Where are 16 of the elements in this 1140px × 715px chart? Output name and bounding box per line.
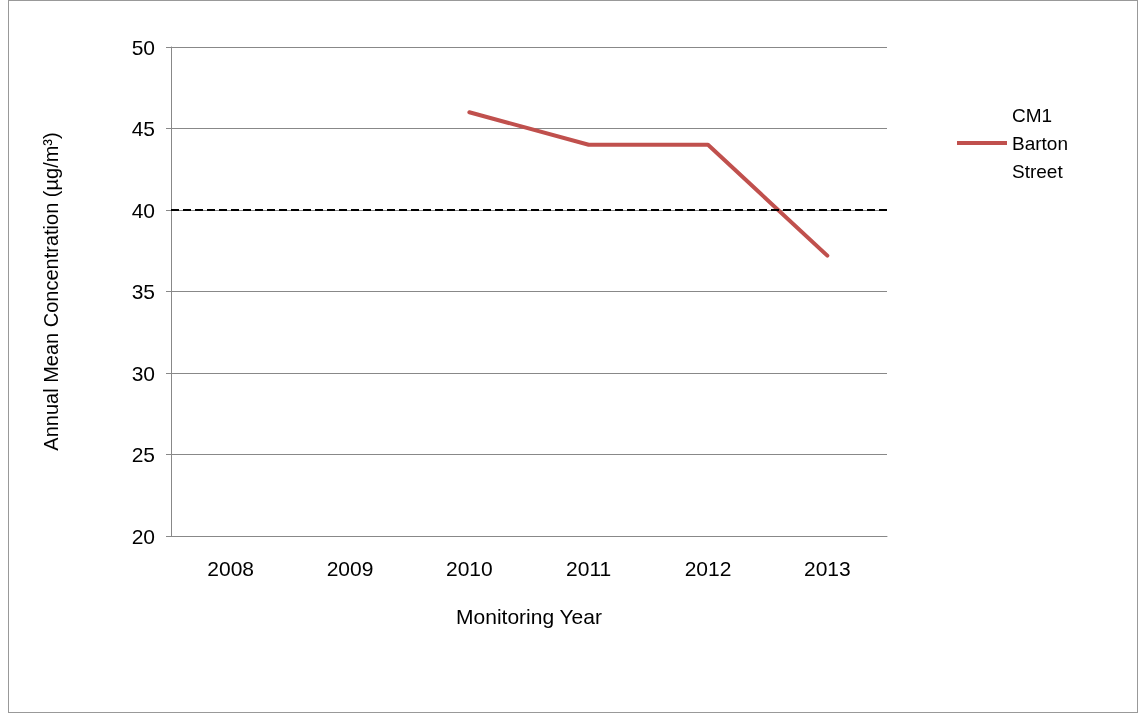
y-tick-label: 25 xyxy=(131,443,155,466)
x-tick-label: 2009 xyxy=(326,557,374,580)
legend-label: CM1 Barton Street xyxy=(1012,104,1074,182)
y-tick-label: 50 xyxy=(131,35,155,59)
y-tick-label: 20 xyxy=(131,524,155,548)
y-tick-label: 35 xyxy=(131,280,155,303)
y-tick-label: 30 xyxy=(131,361,155,385)
x-tick-label: 2013 xyxy=(803,557,851,580)
y-tick-label: 40 xyxy=(131,198,155,222)
x-tick-label: 2012 xyxy=(684,557,732,580)
y-axis-title: Annual Mean Concentration (µg/m³) xyxy=(40,132,62,451)
x-tick-label: 2010 xyxy=(445,557,493,580)
x-tick-label: 2008 xyxy=(207,557,255,580)
y-tick-label: 45 xyxy=(131,117,155,140)
x-axis-title: Monitoring Year xyxy=(456,605,602,628)
x-tick-label: 2011 xyxy=(566,557,612,580)
